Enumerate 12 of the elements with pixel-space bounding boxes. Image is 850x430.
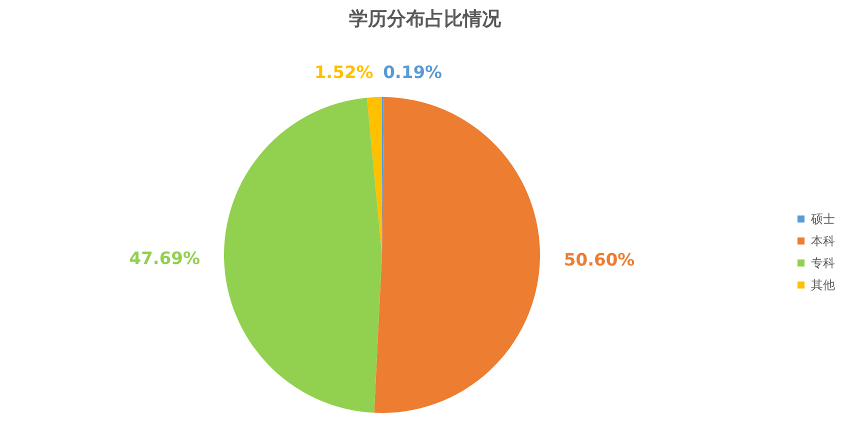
- chart-title: 学历分布占比情况: [349, 8, 502, 30]
- legend-label: 其他: [811, 278, 835, 292]
- pie-slice: [374, 97, 540, 413]
- pie-slice: [224, 98, 382, 413]
- legend-label: 硕士: [810, 212, 835, 226]
- data-label: 47.69%: [129, 249, 200, 270]
- data-label: 0.19%: [383, 63, 442, 84]
- pie-slice: [366, 97, 382, 255]
- data-label: 50.60%: [564, 250, 635, 271]
- legend-label: 专科: [811, 256, 835, 270]
- legend-label: 本科: [811, 234, 835, 248]
- data-label: 1.52%: [314, 63, 374, 84]
